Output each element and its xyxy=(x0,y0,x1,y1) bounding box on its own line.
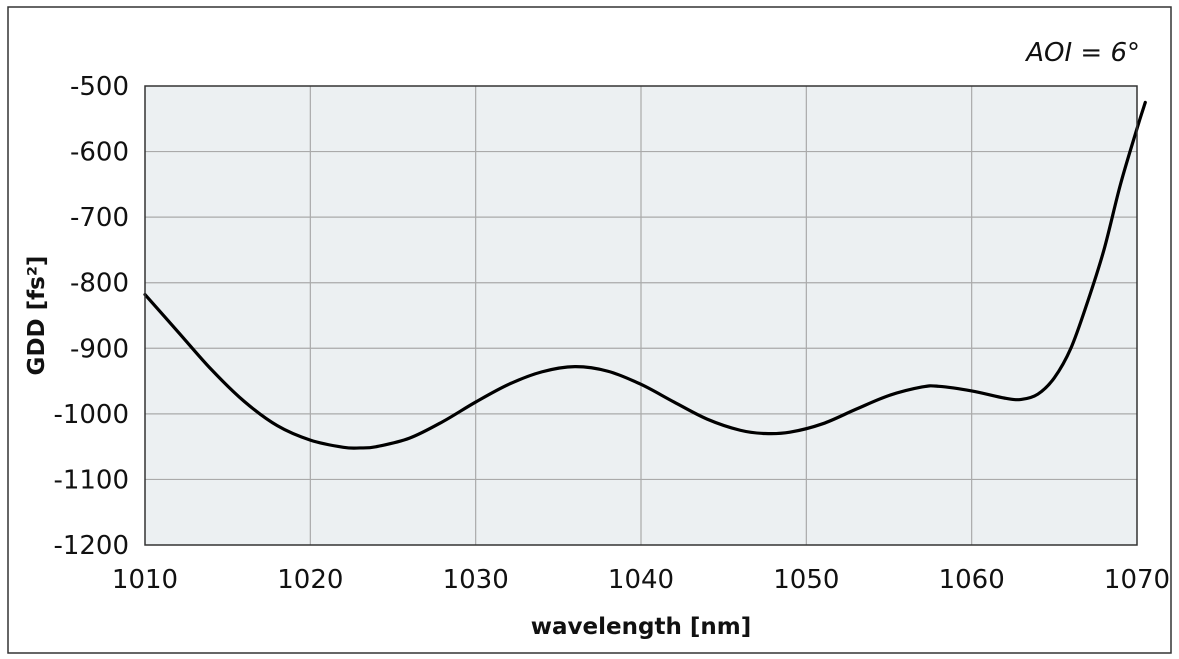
y-tick-label: -800 xyxy=(70,269,129,299)
y-tick-label: -700 xyxy=(70,203,129,233)
aoi-annotation: AOI = 6° xyxy=(1024,38,1140,68)
x-axis-label: wavelength [nm] xyxy=(531,614,751,640)
y-axis-label: GDD [fs²] xyxy=(24,256,50,376)
x-tick-label: 1030 xyxy=(443,565,509,595)
gdd-series-line xyxy=(143,100,1147,450)
y-tick-label: -1200 xyxy=(53,531,129,561)
x-tick-label: 1070 xyxy=(1104,565,1170,595)
y-tick-label: -900 xyxy=(70,334,129,364)
y-tick-label: -1000 xyxy=(53,400,129,430)
grid-lines xyxy=(145,86,1137,545)
plot-frame xyxy=(144,85,1138,546)
tick-labels: 1010 1020 1030 1040 1050 1060 1070 -500 -600 -700… xyxy=(53,72,1170,595)
x-tick-label: 1050 xyxy=(773,565,839,595)
y-tick-label: -500 xyxy=(70,72,129,102)
x-tick-label: 1040 xyxy=(608,565,674,595)
y-tick-label: -600 xyxy=(70,138,129,168)
x-tick-label: 1020 xyxy=(277,565,343,595)
x-tick-label: 1060 xyxy=(939,565,1005,595)
x-tick-label: 1010 xyxy=(112,565,178,595)
y-tick-label: -1100 xyxy=(53,465,129,495)
